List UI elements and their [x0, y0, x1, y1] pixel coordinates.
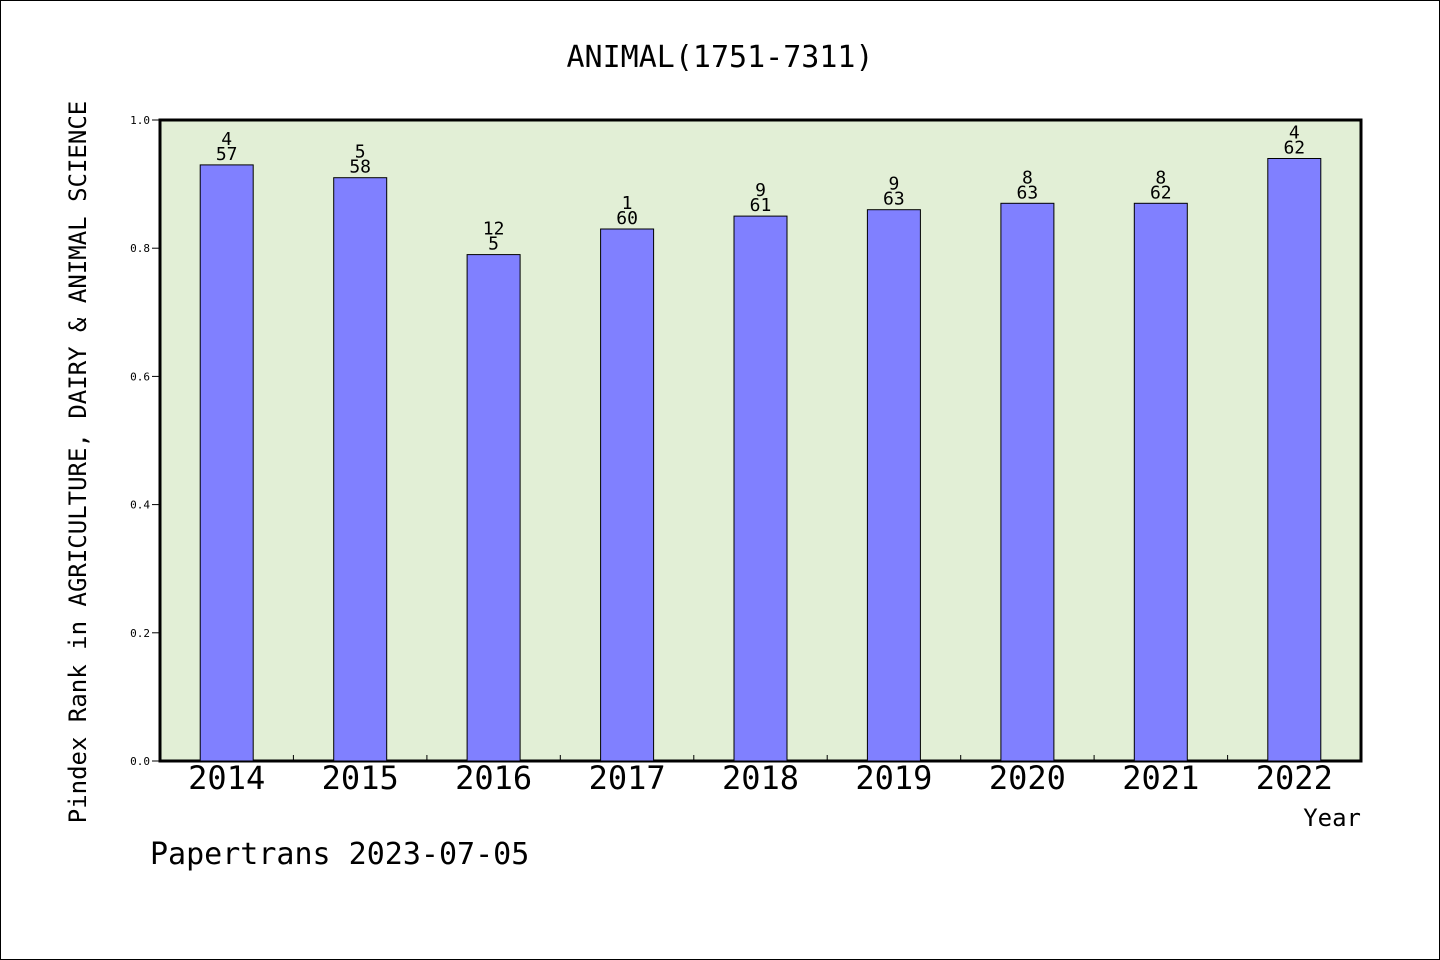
x-tick-label-2017: 2017: [589, 759, 666, 797]
footer-credit: Papertrans 2023-07-05: [150, 837, 529, 872]
x-tick-label-2021: 2021: [1122, 759, 1199, 797]
bar-label-top-2020: 8: [1022, 167, 1033, 188]
bar-label-bottom-2015: 58: [349, 157, 371, 178]
chart-title: ANIMAL(1751-7311): [566, 40, 873, 75]
y-tick-label: 0.4: [130, 499, 150, 512]
bar-label-bottom-2017: 60: [616, 208, 638, 229]
bar-2017: [600, 228, 655, 762]
bar-label-bottom-2018: 61: [750, 195, 772, 216]
bar-2022: [1267, 158, 1322, 762]
x-tick-label-2019: 2019: [855, 759, 932, 797]
bar-label-top-2017: 1: [622, 193, 633, 214]
bar-label-bottom-2014: 57: [216, 144, 238, 165]
x-tick-label-2018: 2018: [722, 759, 799, 797]
x-axis-label: Year: [1303, 804, 1361, 832]
bar-2021: [1133, 202, 1188, 762]
bar-label-top-2018: 9: [755, 180, 766, 201]
bar-label-top-2015: 5: [355, 142, 366, 163]
x-tick-label-2022: 2022: [1256, 759, 1333, 797]
bar-label-top-2016: 12: [483, 219, 505, 240]
bar-label-bottom-2016: 5: [488, 234, 499, 255]
y-axis: 0.0 0.2 0.4 0.6 0.8 1.0: [130, 114, 160, 768]
y-tick-label: 0.0: [130, 755, 150, 768]
y-tick-label: 0.8: [130, 242, 150, 255]
bar-2018: [733, 215, 788, 762]
bar-label-bottom-2022: 62: [1283, 138, 1305, 159]
y-tick-label: 0.6: [130, 370, 150, 383]
bar-label-bottom-2019: 63: [883, 189, 905, 210]
x-tick-label-2016: 2016: [455, 759, 532, 797]
bar-label-top-2021: 8: [1155, 167, 1166, 188]
bar-label-top-2022: 4: [1289, 123, 1300, 144]
bar-2016: [466, 254, 521, 762]
bar-2015: [333, 177, 388, 762]
bar-label-top-2014: 4: [221, 129, 232, 150]
y-axis-label: Pindex Rank in AGRICULTURE, DAIRY & ANIM…: [64, 101, 92, 823]
bars-layer: [199, 158, 1322, 762]
bar-label-bottom-2020: 63: [1017, 182, 1039, 203]
x-axis: 2014 2015 2016 2017 2018 2019 2020 2021 2022: [188, 755, 1333, 797]
bar-2014: [199, 164, 254, 762]
y-tick-label: 0.2: [130, 627, 150, 640]
bar-label-bottom-2021: 62: [1150, 182, 1172, 203]
x-tick-label-2015: 2015: [322, 759, 399, 797]
bar-label-top-2019: 9: [888, 174, 899, 195]
bar-2020: [1000, 202, 1055, 762]
bar-2019: [866, 209, 921, 762]
x-tick-label-2020: 2020: [989, 759, 1066, 797]
x-tick-label-2014: 2014: [188, 759, 265, 797]
y-tick-label: 1.0: [130, 114, 150, 127]
